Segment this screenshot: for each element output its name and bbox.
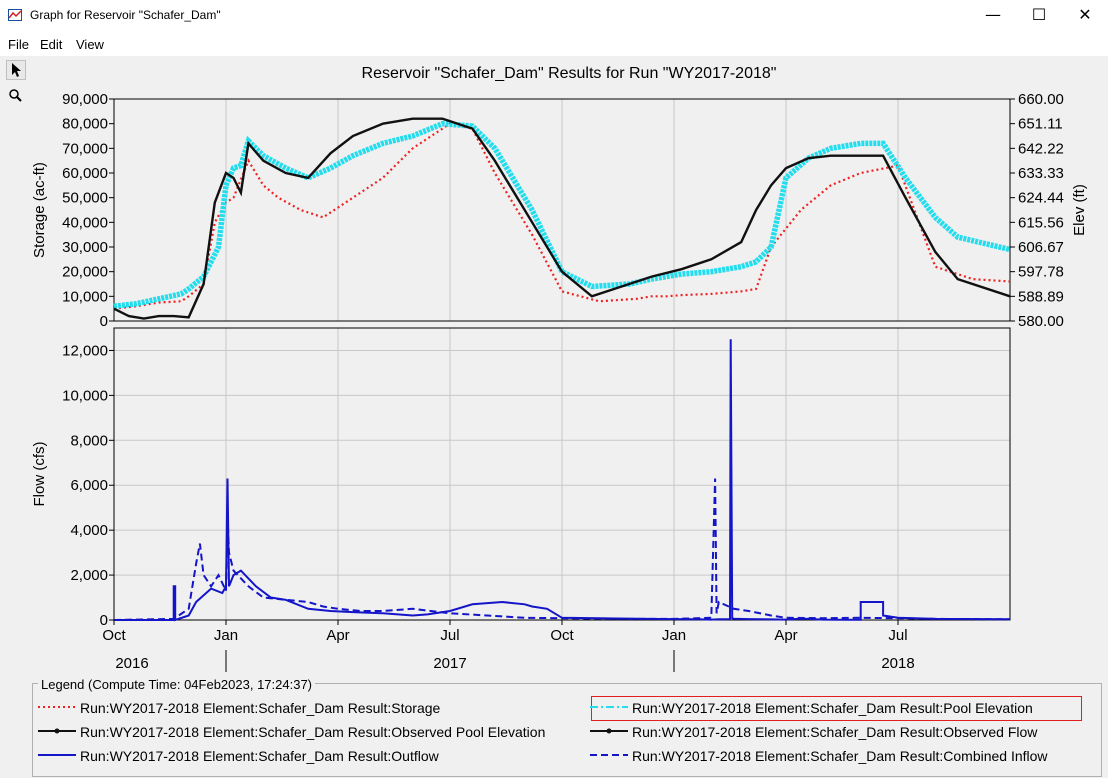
flow-tick-label: 0: [100, 612, 108, 629]
minimize-button[interactable]: —: [985, 5, 1001, 24]
flow-axis-label: Flow (cfs): [31, 442, 48, 507]
menu-file[interactable]: File: [8, 37, 29, 52]
year-label: 2016: [115, 655, 148, 672]
menu-edit[interactable]: Edit: [40, 37, 63, 52]
time-tick-label: Jan: [662, 627, 686, 644]
time-axis-ticks: Oct Jan Apr Jul Oct Jan Apr Jul 2016 2017 2018: [102, 620, 915, 672]
flow-tick-label: 12,000: [62, 342, 108, 359]
elevation-tick-label: 660.00: [1018, 91, 1064, 108]
storage-tick-label: 90,000: [62, 91, 108, 108]
time-tick-label: Oct: [102, 627, 126, 644]
storage-tick-label: 40,000: [62, 214, 108, 231]
time-tick-label: Apr: [774, 627, 797, 644]
elevation-tick-label: 615.56: [1018, 214, 1064, 231]
flow-series-line-1: [113, 478, 1011, 621]
top-series-line-1: [113, 120, 1011, 309]
storage-axis-label: Storage (ac-ft): [31, 162, 48, 258]
top-series-line-2: [113, 117, 1011, 320]
flow-axis-ticks: 0 2,000 4,000 6,000 8,000 10,000 12,000: [62, 342, 114, 629]
storage-tick-label: 50,000: [62, 190, 108, 207]
legend-selection-box: [591, 696, 1082, 721]
storage-tick-label: 20,000: [62, 264, 108, 281]
menu-view[interactable]: View: [76, 37, 104, 52]
chart-title: Reservoir "Schafer_Dam" Results for Run …: [362, 65, 777, 82]
flow-tick-label: 2,000: [70, 567, 108, 584]
elevation-axis-label: Elev (ft): [1071, 184, 1088, 236]
flow-tick-label: 8,000: [70, 432, 108, 449]
time-tick-label: Apr: [326, 627, 349, 644]
top-plot-area: [113, 98, 1011, 322]
maximize-button[interactable]: ☐: [1031, 5, 1047, 24]
tool-panel: [0, 56, 30, 778]
storage-tick-label: 60,000: [62, 165, 108, 182]
flow-tick-label: 6,000: [70, 477, 108, 494]
time-tick-label: Jan: [214, 627, 238, 644]
zoom-icon[interactable]: [6, 86, 26, 106]
reservoir-chart: Reservoir "Schafer_Dam" Results for Run …: [31, 65, 1088, 672]
elevation-tick-label: 580.00: [1018, 313, 1064, 330]
storage-axis-ticks: 0 10,000 20,000 30,000 40,000 50,000 60,000 70,…: [62, 91, 114, 330]
elevation-tick-label: 642.22: [1018, 140, 1064, 157]
time-tick-label: Jul: [888, 627, 907, 644]
elevation-tick-label: 588.89: [1018, 288, 1064, 305]
elevation-tick-label: 633.33: [1018, 165, 1064, 182]
storage-tick-label: 80,000: [62, 116, 108, 133]
bottom-grid: [113, 328, 1010, 621]
time-tick-label: Jul: [440, 627, 459, 644]
year-label: 2017: [433, 655, 466, 672]
storage-tick-label: 0: [100, 313, 108, 330]
flow-tick-label: 4,000: [70, 522, 108, 539]
close-button[interactable]: ✕: [1078, 5, 1092, 24]
legend: [32, 683, 1102, 777]
elevation-tick-label: 651.11: [1018, 116, 1063, 133]
flow-tick-label: 10,000: [62, 387, 108, 404]
elevation-tick-label: 597.78: [1018, 264, 1064, 281]
title-bar: Graph for Reservoir "Schafer_Dam" — ☐ ✕: [0, 0, 1108, 32]
legend-title: Legend (Compute Time: 04Feb2023, 17:24:3…: [38, 677, 316, 692]
window-title: Graph for Reservoir "Schafer_Dam": [30, 8, 221, 22]
storage-tick-label: 30,000: [62, 239, 108, 256]
storage-tick-label: 10,000: [62, 288, 108, 305]
elevation-tick-label: 624.44: [1018, 190, 1064, 207]
bottom-series: [113, 339, 1011, 622]
app-icon: [8, 9, 22, 21]
time-tick-label: Oct: [550, 627, 574, 644]
pointer-icon[interactable]: [6, 60, 26, 80]
top-series: [113, 117, 1011, 320]
menu-bar: File Edit View: [0, 32, 1108, 56]
year-label: 2018: [881, 655, 914, 672]
storage-tick-label: 70,000: [62, 140, 108, 157]
elevation-axis-ticks: 580.00 588.89 597.78 606.67 615.56 624.44 633.…: [1010, 91, 1064, 330]
elevation-tick-label: 606.67: [1018, 239, 1064, 256]
